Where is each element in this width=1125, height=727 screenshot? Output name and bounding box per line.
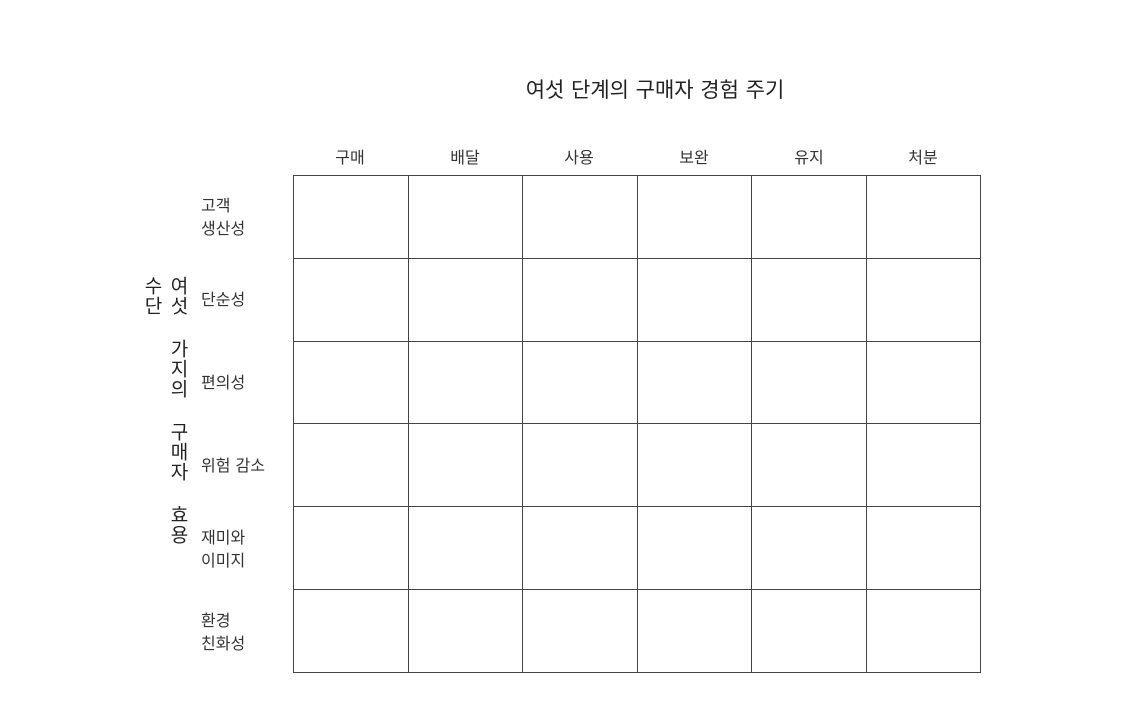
grid-row [293,340,981,425]
grid-cell [636,175,752,259]
grid-cell [865,340,981,425]
row-header: 재미와 이미지 [201,527,246,570]
column-header: 사용 [564,148,594,167]
row-header: 환경 친화성 [201,610,246,653]
grid-cell [407,340,523,425]
row-header: 편의성 [201,373,246,392]
utility-map-grid [293,175,981,673]
grid-cell [751,340,867,425]
grid-cell [751,257,867,342]
grid-cell [865,175,981,259]
grid-cell [293,506,409,591]
grid-row [293,175,981,259]
grid-cell [751,589,867,673]
grid-cell [293,175,409,259]
grid-cell [751,175,867,259]
grid-cell [636,589,752,673]
grid-row [293,506,981,591]
grid-cell [522,340,638,425]
grid-cell [865,257,981,342]
grid-cell [293,257,409,342]
grid-cell [636,340,752,425]
column-header: 배달 [450,148,480,167]
grid-cell [865,589,981,673]
grid-cell [293,340,409,425]
row-header: 단순성 [201,290,246,309]
grid-cell [407,506,523,591]
grid-cell [407,175,523,259]
column-header: 구매 [335,148,365,167]
grid-cell [636,506,752,591]
column-header: 보완 [679,148,709,167]
grid-cell [751,423,867,508]
grid-row [293,423,981,508]
grid-row [293,257,981,342]
grid-cell [865,506,981,591]
grid-cell [636,423,752,508]
grid-cell [407,589,523,673]
vertical-axis-title: 여섯 가지의 구매자 효용 수단 [141,276,189,545]
grid-cell [522,257,638,342]
grid-cell [522,506,638,591]
diagram-title: 여섯 단계의 구매자 경험 주기 [525,78,785,102]
column-header: 유지 [794,148,824,167]
grid-cell [865,423,981,508]
grid-cell [407,423,523,508]
column-header: 처분 [908,148,938,167]
grid-cell [522,589,638,673]
row-header: 고객 생산성 [201,195,246,238]
grid-row [293,589,981,673]
row-header: 위험 감소 [201,456,265,475]
grid-cell [407,257,523,342]
grid-cell [293,423,409,508]
grid-cell [636,257,752,342]
grid-cell [293,589,409,673]
grid-cell [522,423,638,508]
grid-cell [522,175,638,259]
grid-cell [751,506,867,591]
